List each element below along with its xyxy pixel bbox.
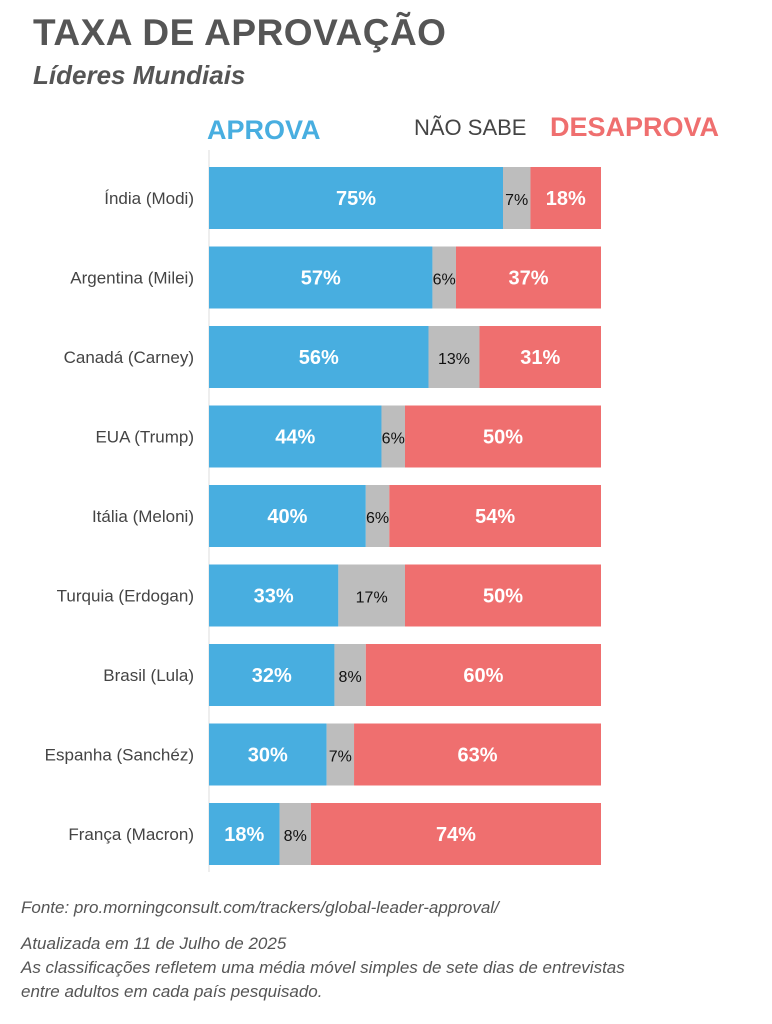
legend-nao-sabe: NÃO SABE (414, 115, 527, 140)
bar-segment-aprova (209, 723, 327, 786)
data-label: 40% (267, 506, 307, 528)
bar-segment-desaprova (405, 405, 601, 468)
bar-segment-nao-sabe (428, 326, 480, 388)
data-label: 44% (275, 427, 315, 449)
data-label: 13% (438, 351, 470, 368)
data-label: 57% (301, 268, 341, 290)
data-label: 54% (475, 506, 515, 528)
category-label: Canadá (Carney) (64, 348, 194, 367)
data-label: 32% (252, 665, 292, 687)
bar-segment-desaprova (389, 485, 601, 547)
bar-segment-desaprova (310, 803, 601, 865)
category-label: Turquia (Erdogan) (57, 587, 194, 606)
bar-segment-aprova (209, 564, 339, 627)
stacked-bar-chart: Índia (Modi) 75% 7% 18% Argentina (Milei) 57%… (45, 150, 601, 872)
bar-segment-nao-sabe (326, 723, 355, 786)
category-label: Itália (Meloni) (92, 507, 194, 526)
bar-segment-desaprova (455, 246, 601, 309)
bar-segment-desaprova (479, 326, 601, 388)
footer-updated: Atualizada em 11 de Julho de 2025 (21, 934, 287, 953)
bar-segment-nao-sabe (338, 564, 405, 627)
bar-segment-aprova (209, 246, 433, 309)
bar-segment-desaprova (365, 644, 601, 706)
bar-segment-aprova (209, 485, 366, 547)
data-label: 74% (436, 824, 476, 846)
category-label: Brasil (Lula) (103, 666, 194, 685)
footer-notes: Atualizada em 11 de Julho de 2025 As cla… (21, 932, 661, 1004)
data-label: 6% (382, 431, 405, 448)
category-label: Argentina (Milei) (70, 269, 194, 288)
data-label: 17% (356, 590, 388, 607)
category-label: EUA (Trump) (95, 428, 194, 447)
data-label: 63% (458, 745, 498, 767)
bar-segment-aprova (209, 167, 503, 229)
bar-segment-aprova (209, 803, 280, 865)
data-label: 60% (463, 665, 503, 687)
chart-title: TAXA DE APROVAÇÃO (33, 12, 447, 53)
data-label: 8% (339, 669, 362, 686)
bar-segment-desaprova (530, 167, 601, 229)
category-label: França (Macron) (68, 825, 194, 844)
data-label: 7% (505, 192, 528, 209)
data-label: 50% (483, 586, 523, 608)
category-label: Espanha (Sanchéz) (45, 746, 194, 765)
legend-desaprova: DESAPROVA (550, 112, 720, 142)
data-label: 31% (520, 347, 560, 369)
chart-subtitle: Líderes Mundiais (33, 60, 246, 90)
data-label: 6% (433, 272, 456, 289)
data-label: 18% (546, 188, 586, 210)
bar-segment-nao-sabe (503, 167, 531, 229)
category-label: Índia (Modi) (104, 189, 194, 208)
bar-segment-desaprova (405, 564, 601, 627)
bar-segment-nao-sabe (334, 644, 366, 706)
data-label: 56% (299, 347, 339, 369)
bar-segment-nao-sabe (365, 485, 390, 547)
bar-segment-aprova (209, 326, 429, 388)
bar-segment-aprova (209, 405, 382, 468)
data-label: 75% (336, 188, 376, 210)
data-label: 6% (366, 510, 389, 527)
legend-aprova: APROVA (207, 115, 321, 145)
bar-segment-desaprova (354, 723, 601, 786)
data-label: 37% (508, 268, 548, 290)
bar-segment-nao-sabe (432, 246, 456, 309)
data-label: 18% (224, 824, 264, 846)
bar-segment-nao-sabe (381, 405, 405, 468)
bar-segment-nao-sabe (279, 803, 311, 865)
bar-segment-aprova (209, 644, 335, 706)
footer-source: Fonte: pro.morningconsult.com/trackers/g… (21, 898, 499, 917)
data-label: 8% (284, 828, 307, 845)
data-label: 50% (483, 427, 523, 449)
data-label: 7% (329, 749, 352, 766)
data-label: 30% (248, 745, 288, 767)
footer-note: As classificações refletem uma média móv… (21, 958, 625, 1001)
data-label: 33% (254, 586, 294, 608)
